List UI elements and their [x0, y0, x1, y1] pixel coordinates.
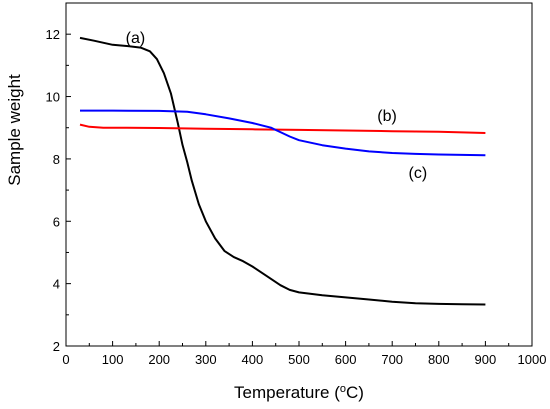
x-tick-label-0: 0: [62, 352, 69, 367]
x-tick-label-600: 600: [335, 352, 357, 367]
plot-area: 0 100 200 300 400 500 600 700 800 900 1000 2 4 6 8 10 1…: [46, 2, 546, 367]
x-tick-label-800: 800: [428, 352, 450, 367]
y-tick-label-2: 2: [53, 339, 60, 354]
y-axis: 2 4 6 8 10 12: [46, 27, 71, 354]
series-line-2: [80, 109, 486, 157]
y-tick-label-4: 4: [53, 277, 60, 292]
x-tick-label-300: 300: [195, 352, 217, 367]
y-tick-label-10: 10: [46, 90, 60, 105]
x-tick-label-1000: 1000: [518, 352, 547, 367]
y-tick-label-12: 12: [46, 27, 60, 42]
x-axis-title: Temperature (oC): [234, 383, 364, 402]
x-axis: 0 100 200 300 400 500 600 700 800 900 1000: [62, 341, 546, 367]
series-line-0: [79, 36, 486, 306]
series-labels: (a) (b) (c): [126, 30, 428, 182]
y-tick-label-6: 6: [53, 214, 60, 229]
series-label-0: (a): [126, 30, 146, 47]
x-tick-label-500: 500: [288, 352, 310, 367]
x-tick-label-100: 100: [102, 352, 124, 367]
series-label-2: (c): [409, 165, 428, 182]
x-tick-label-900: 900: [475, 352, 497, 367]
y-axis-title: Sample weight: [5, 74, 24, 186]
x-tick-label-200: 200: [148, 352, 170, 367]
y-tick-label-8: 8: [53, 152, 60, 167]
plot-frame: [65, 2, 533, 347]
series-line-1: [79, 123, 486, 134]
x-tick-label-400: 400: [242, 352, 264, 367]
series-lines: [79, 36, 486, 306]
x-tick-label-700: 700: [381, 352, 403, 367]
series-label-1: (b): [377, 108, 397, 125]
